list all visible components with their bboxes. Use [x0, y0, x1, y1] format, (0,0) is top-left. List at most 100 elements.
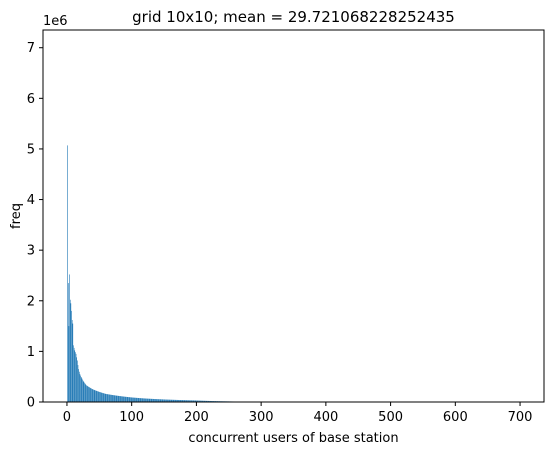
bar [179, 400, 181, 402]
bar [97, 391, 98, 402]
y-tick-label: 1 [27, 345, 35, 360]
bar [153, 398, 155, 402]
y-tick-label: 7 [27, 41, 35, 56]
bar [162, 399, 164, 402]
bar [98, 391, 100, 402]
bar [163, 399, 164, 402]
bar [69, 299, 71, 402]
bar [88, 386, 89, 402]
bar [93, 389, 95, 402]
bar [140, 398, 142, 402]
bar [150, 398, 151, 402]
bar [171, 399, 173, 402]
bar [131, 397, 133, 402]
y-axis-label: freq [9, 203, 24, 229]
bar [209, 400, 210, 402]
bar [104, 393, 106, 402]
bar [200, 400, 201, 402]
bar [86, 385, 87, 402]
y-tick-label: 5 [27, 142, 35, 157]
bar [112, 394, 113, 402]
bar [117, 395, 119, 402]
bar [190, 400, 191, 402]
bar [93, 389, 94, 402]
bar [183, 400, 185, 402]
bar [177, 399, 178, 402]
bar [113, 395, 115, 402]
bar [77, 365, 79, 402]
bar [80, 377, 82, 402]
bar [84, 382, 85, 402]
bar [101, 392, 103, 402]
bar [89, 387, 90, 402]
bar [116, 395, 118, 402]
bar [83, 381, 85, 402]
x-tick-label: 0 [63, 410, 71, 425]
bar [189, 400, 191, 402]
bar [75, 352, 76, 402]
bar [147, 398, 149, 402]
bar [95, 390, 96, 402]
bar [187, 400, 188, 402]
chart-title: grid 10x10; mean = 29.721068228252435 [132, 8, 455, 26]
bar [115, 395, 117, 402]
bar [75, 353, 77, 402]
bar [102, 392, 103, 402]
bar [77, 360, 78, 402]
x-ticks: 0 100 200 300 400 500 600 700 [63, 402, 532, 425]
bar [200, 400, 202, 402]
bar [133, 397, 134, 402]
bar [181, 400, 183, 402]
bar [145, 398, 146, 402]
bar [204, 400, 206, 402]
bar [198, 400, 199, 402]
bar [68, 326, 70, 402]
bar [158, 399, 160, 402]
bar [174, 399, 176, 402]
bar [139, 398, 141, 402]
bar [73, 347, 75, 402]
bar [129, 397, 131, 402]
bar [197, 400, 199, 402]
bar [136, 397, 138, 402]
bar [155, 399, 156, 402]
bar [184, 400, 186, 402]
bar [182, 400, 184, 402]
bar [84, 383, 86, 402]
bar [161, 399, 163, 402]
bar [187, 400, 189, 402]
bar [154, 399, 155, 402]
bar [185, 400, 186, 402]
bar [185, 400, 187, 402]
bar [121, 396, 122, 402]
x-tick-label: 200 [184, 410, 209, 425]
bar [180, 400, 182, 402]
bar [124, 396, 126, 402]
bar [167, 399, 169, 402]
y-tick-label: 4 [27, 193, 35, 208]
bar [178, 400, 180, 402]
bar [134, 397, 135, 402]
bar [172, 399, 174, 402]
bar [172, 399, 173, 402]
bar [132, 397, 134, 402]
bar [67, 145, 68, 402]
bar [135, 397, 137, 402]
bar [194, 400, 195, 402]
bar [168, 399, 170, 402]
bar [199, 400, 200, 402]
bar [146, 398, 148, 402]
bar [137, 397, 139, 402]
bar [99, 392, 101, 402]
bar [157, 399, 158, 402]
bar [151, 398, 153, 402]
bar [108, 394, 110, 402]
bar [95, 390, 97, 402]
bar [161, 399, 162, 402]
y-tick-label: 3 [27, 244, 35, 259]
bar [210, 400, 211, 402]
bar [74, 350, 76, 402]
bar [100, 392, 101, 402]
bar [135, 397, 136, 402]
bars [67, 145, 457, 402]
